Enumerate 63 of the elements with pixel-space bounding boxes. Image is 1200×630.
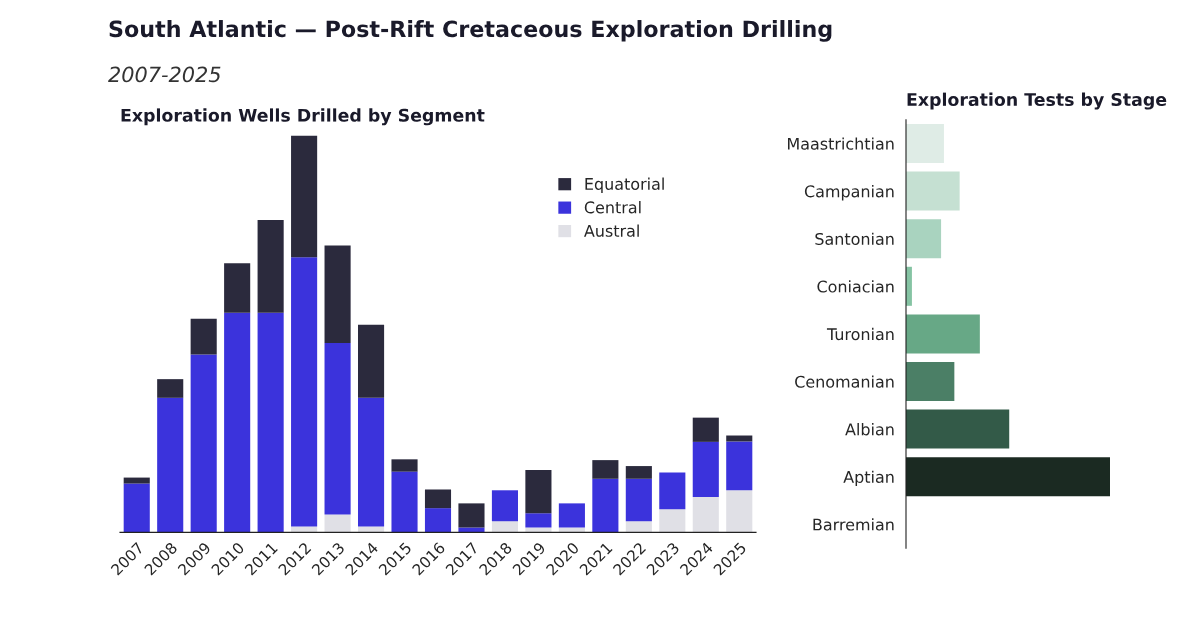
bar <box>291 526 318 533</box>
legend-label: Austral <box>584 224 639 237</box>
bar <box>324 343 351 515</box>
y-tick-label: Maastrichtian <box>788 137 894 150</box>
bar <box>726 441 753 491</box>
legend-label: Equatorial <box>585 177 664 194</box>
bar <box>190 354 217 533</box>
y-tick-label: Cenomanian <box>795 375 894 388</box>
y-tick-label: Barremian <box>813 518 894 531</box>
bar <box>726 490 753 533</box>
bar <box>625 466 652 479</box>
bar <box>257 312 284 533</box>
bar <box>358 397 385 527</box>
bar <box>659 509 686 533</box>
y-tick-label: Santonian <box>815 232 894 245</box>
y-tick-label: Aptian <box>843 470 894 487</box>
bar <box>625 521 652 533</box>
legend-label: Central <box>584 201 641 214</box>
bar <box>123 477 150 484</box>
chart-title: Exploration Tests by Stage <box>907 92 1167 110</box>
y-tick-label: Albian <box>845 423 894 436</box>
bar <box>592 460 619 479</box>
bar <box>291 257 318 527</box>
bar <box>123 483 150 533</box>
text: 2007-2025 <box>108 66 221 83</box>
bar <box>424 489 452 509</box>
bar <box>906 219 942 259</box>
bar <box>491 490 518 522</box>
bar <box>224 263 251 313</box>
chart-title: Exploration Wells Drilled by Segment <box>121 108 485 126</box>
bar <box>291 135 318 258</box>
bar <box>324 245 351 344</box>
bar <box>906 314 980 354</box>
bar <box>906 409 1010 449</box>
y-tick-label: Coniacian <box>817 280 894 293</box>
bar <box>157 397 184 533</box>
text: South Atlantic — Post-Rift Cretaceous Exploration Drilling <box>109 20 832 42</box>
bar <box>692 417 719 442</box>
bar <box>525 470 552 514</box>
bar <box>906 361 955 402</box>
y-tick-label: Turonian <box>826 327 894 341</box>
bar <box>692 497 719 533</box>
bar <box>906 123 944 164</box>
bar <box>257 219 284 313</box>
bar <box>525 513 552 528</box>
bar <box>157 379 184 398</box>
bar <box>659 472 686 510</box>
bar <box>358 324 385 398</box>
bar <box>391 459 418 472</box>
bar <box>491 521 518 533</box>
bar <box>906 171 960 211</box>
bar <box>625 478 652 522</box>
bar <box>190 318 217 355</box>
bar <box>592 478 619 533</box>
bar <box>358 526 385 533</box>
bar <box>458 503 485 528</box>
bar <box>424 508 452 533</box>
bar <box>324 514 351 533</box>
bar <box>224 312 251 533</box>
y-tick-label: Campanian <box>804 185 894 201</box>
bar <box>558 503 585 528</box>
bar <box>692 441 719 498</box>
bar <box>391 471 418 533</box>
